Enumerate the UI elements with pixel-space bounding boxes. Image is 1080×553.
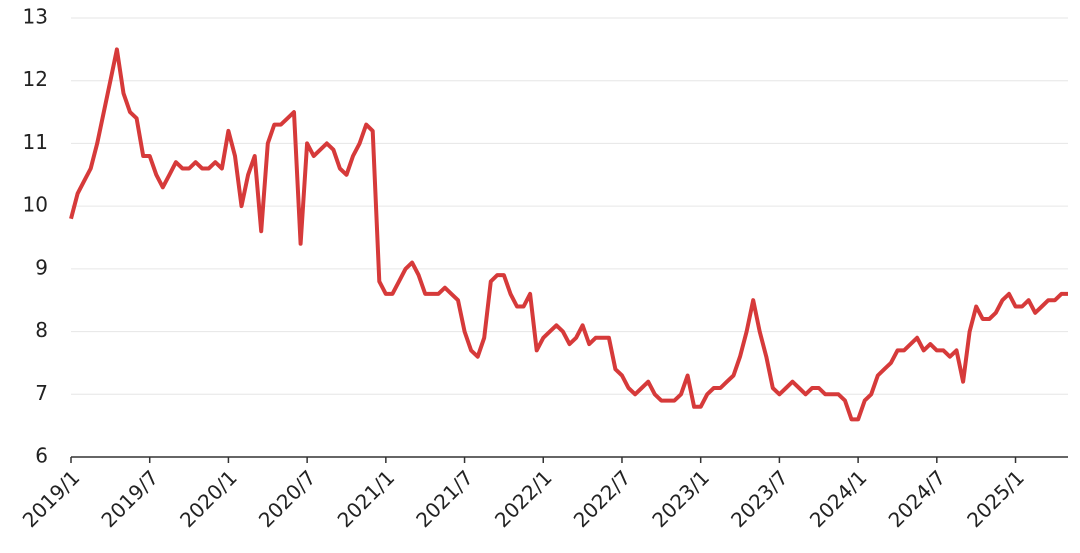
y-tick-label: 7 — [35, 381, 48, 405]
y-tick-label: 12 — [23, 67, 48, 91]
x-tick-label: 2021/7 — [411, 465, 478, 532]
y-tick-label: 9 — [35, 255, 48, 279]
x-tick-label: 2019/1 — [18, 465, 85, 532]
y-tick-label: 10 — [23, 193, 48, 217]
y-tick-label: 11 — [23, 130, 48, 154]
x-tick-label: 2022/1 — [490, 465, 557, 532]
y-tick-label: 13 — [23, 5, 48, 29]
x-tick-label: 2023/1 — [647, 465, 714, 532]
x-tick-label: 2021/1 — [333, 465, 400, 532]
x-tick-label: 2024/7 — [884, 465, 951, 532]
x-tick-label: 2019/7 — [96, 465, 163, 532]
y-tick-label: 6 — [35, 444, 48, 468]
x-tick-label: 2024/1 — [805, 465, 872, 532]
data-line — [69, 47, 1068, 422]
y-tick-label: 8 — [35, 318, 48, 342]
x-tick-label: 2020/1 — [175, 465, 242, 532]
x-tick-label: 2025/1 — [962, 465, 1029, 532]
x-tick-label: 2023/7 — [726, 465, 793, 532]
x-tick-label: 2020/7 — [254, 465, 321, 532]
x-tick-label: 2022/7 — [569, 465, 636, 532]
